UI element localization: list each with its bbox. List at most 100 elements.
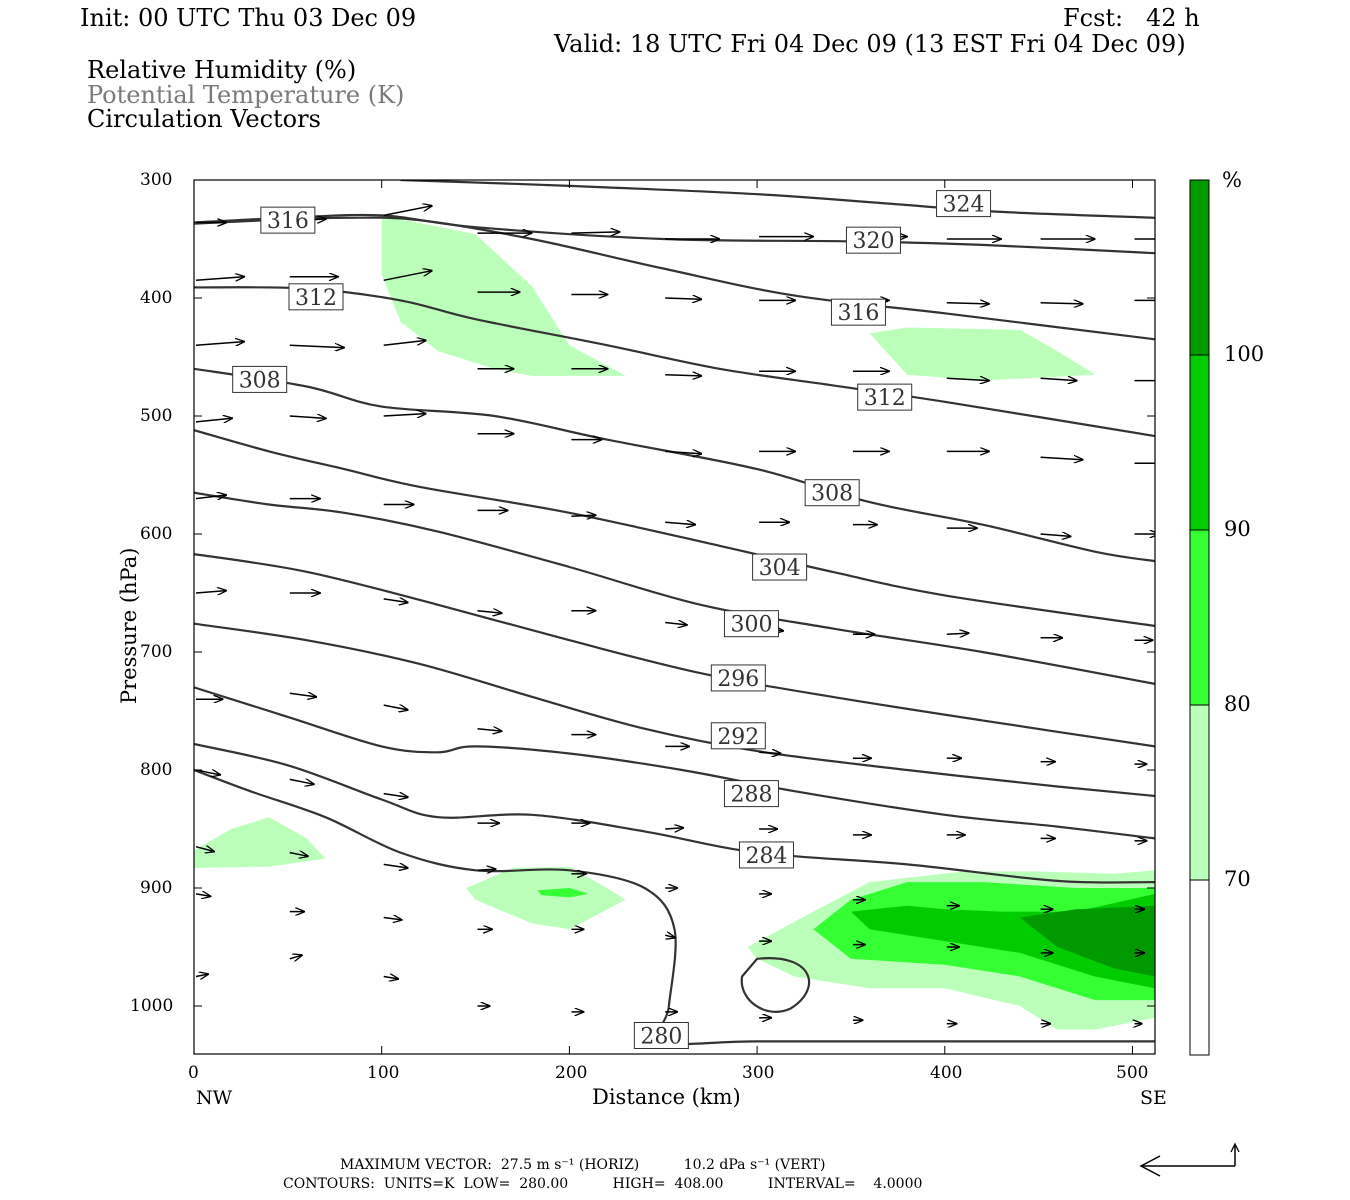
reference-vector-icon [1139,1142,1240,1177]
x-tick: 100 [367,1063,400,1083]
contour-label-text: 312 [295,286,337,311]
circulation-vector [946,303,989,304]
theta-contour-284 [194,742,1155,884]
circulation-vector [195,591,226,593]
contour-label: 284 [738,841,794,869]
x-end-label-nw: NW [196,1087,233,1109]
theta-contour-308 [194,367,1155,563]
circulation-vector [665,623,687,625]
contour-label-box [723,780,779,808]
contour-label-box [260,206,316,234]
y-tick: 600 [140,524,173,544]
theta-contour-loop [740,957,810,1013]
colorbar-label: 100 [1224,342,1265,366]
contour-label-text: 280 [640,1025,682,1050]
rh-region-80 [537,888,589,898]
rh-shading [194,215,1155,1030]
contour-label-text: 288 [730,783,772,808]
circulation-vector [1040,378,1077,380]
contour-label-text: 308 [811,482,853,507]
contour-label: 280 [633,1022,689,1050]
theta-contour-296 [194,553,1155,748]
contour-label-box [232,365,288,393]
circulation-vector [571,232,619,233]
rh-region-70 [466,866,626,930]
circulation-vector [665,828,683,829]
circulation-vector [383,705,408,710]
theta-contour-324 [400,180,1155,219]
circulation-vector [289,345,344,347]
circulation-vector [195,847,214,852]
circulation-vector [477,729,502,731]
contour-label-text: 308 [239,368,281,393]
circulation-vector [946,378,989,380]
colorbar-seg-100 [1190,180,1209,355]
circulation-vector [759,752,781,753]
y-axis-title: Pressure (hPa) [117,547,141,704]
circulation-vector [289,779,314,784]
circulation-vector [289,693,316,697]
colorbar-seg-70 [1190,705,1209,880]
y-tick: 300 [140,170,173,190]
contour-label: 288 [723,780,779,808]
x-tick: 0 [188,1063,199,1083]
contour-label-box [710,664,766,692]
circulation-vector [383,206,432,217]
axis-ticks [193,179,1155,1054]
contour-label-text: 292 [717,725,759,750]
x-tick: 500 [1116,1063,1149,1083]
circulation-vector [946,633,969,634]
contour-label-text: 284 [745,844,787,869]
contour-label: 312 [288,283,344,311]
theta-contour-304 [194,429,1155,628]
contour-label-text: 300 [730,613,772,638]
theta-contour-320 [194,213,1155,255]
colorbar-seg-low [1190,880,1209,1055]
contour-info-note: CONTOURS: UNITS=K LOW= 280.00 HIGH= 408.… [283,1176,923,1192]
circulation-vector [1040,457,1083,459]
x-end-label-se: SE [1140,1087,1167,1109]
contour-label: 300 [723,610,779,638]
contour-label: 296 [710,664,766,692]
circulation-vector [383,864,408,868]
contour-label: 324 [936,190,992,218]
contour-label: 308 [232,365,288,393]
circulation-vector [195,418,232,422]
circulation-vector [383,977,398,979]
theta-contour-292 [194,622,1155,798]
contour-label-box [710,722,766,750]
contour-label-text: 312 [864,386,906,411]
init-time: Init: 00 UTC Thu 03 Dec 09 [80,4,417,32]
circulation-vector [289,416,326,418]
field-theta-title: Potential Temperature (K) [87,81,405,109]
x-tick: 200 [555,1063,588,1083]
circulation-vector [665,451,701,453]
contour-label-text: 316 [267,209,309,234]
contour-label-box [936,190,992,218]
theta-contour-316 [194,216,1155,341]
contour-label: 304 [752,553,808,581]
y-tick: 700 [140,642,173,662]
contour-label-text: 304 [759,556,801,581]
contour-label: 320 [845,226,901,254]
y-tick: 900 [140,878,173,898]
contour-label-box [738,841,794,869]
circulation-vector [383,271,432,282]
colorbar-label: 90 [1224,517,1251,541]
valid-time: Valid: 18 UTC Fri 04 Dec 09 (13 EST Fri … [554,30,1186,58]
contour-label-box [804,479,860,507]
contour-label: 316 [830,298,886,326]
rh-region-70 [194,817,326,868]
circulation-vector [665,298,701,299]
field-rh-title: Relative Humidity (%) [87,56,357,84]
circulation-vector [571,515,595,516]
colorbar-seg-90 [1190,355,1209,530]
circulation-vector [383,918,402,920]
y-tick: 400 [140,288,173,308]
theta-contour-288 [194,686,1155,840]
circulation-vector [195,277,244,281]
x-axis-title: Distance (km) [592,1085,741,1109]
contour-label-text: 316 [837,301,879,326]
contour-label-box [845,226,901,254]
